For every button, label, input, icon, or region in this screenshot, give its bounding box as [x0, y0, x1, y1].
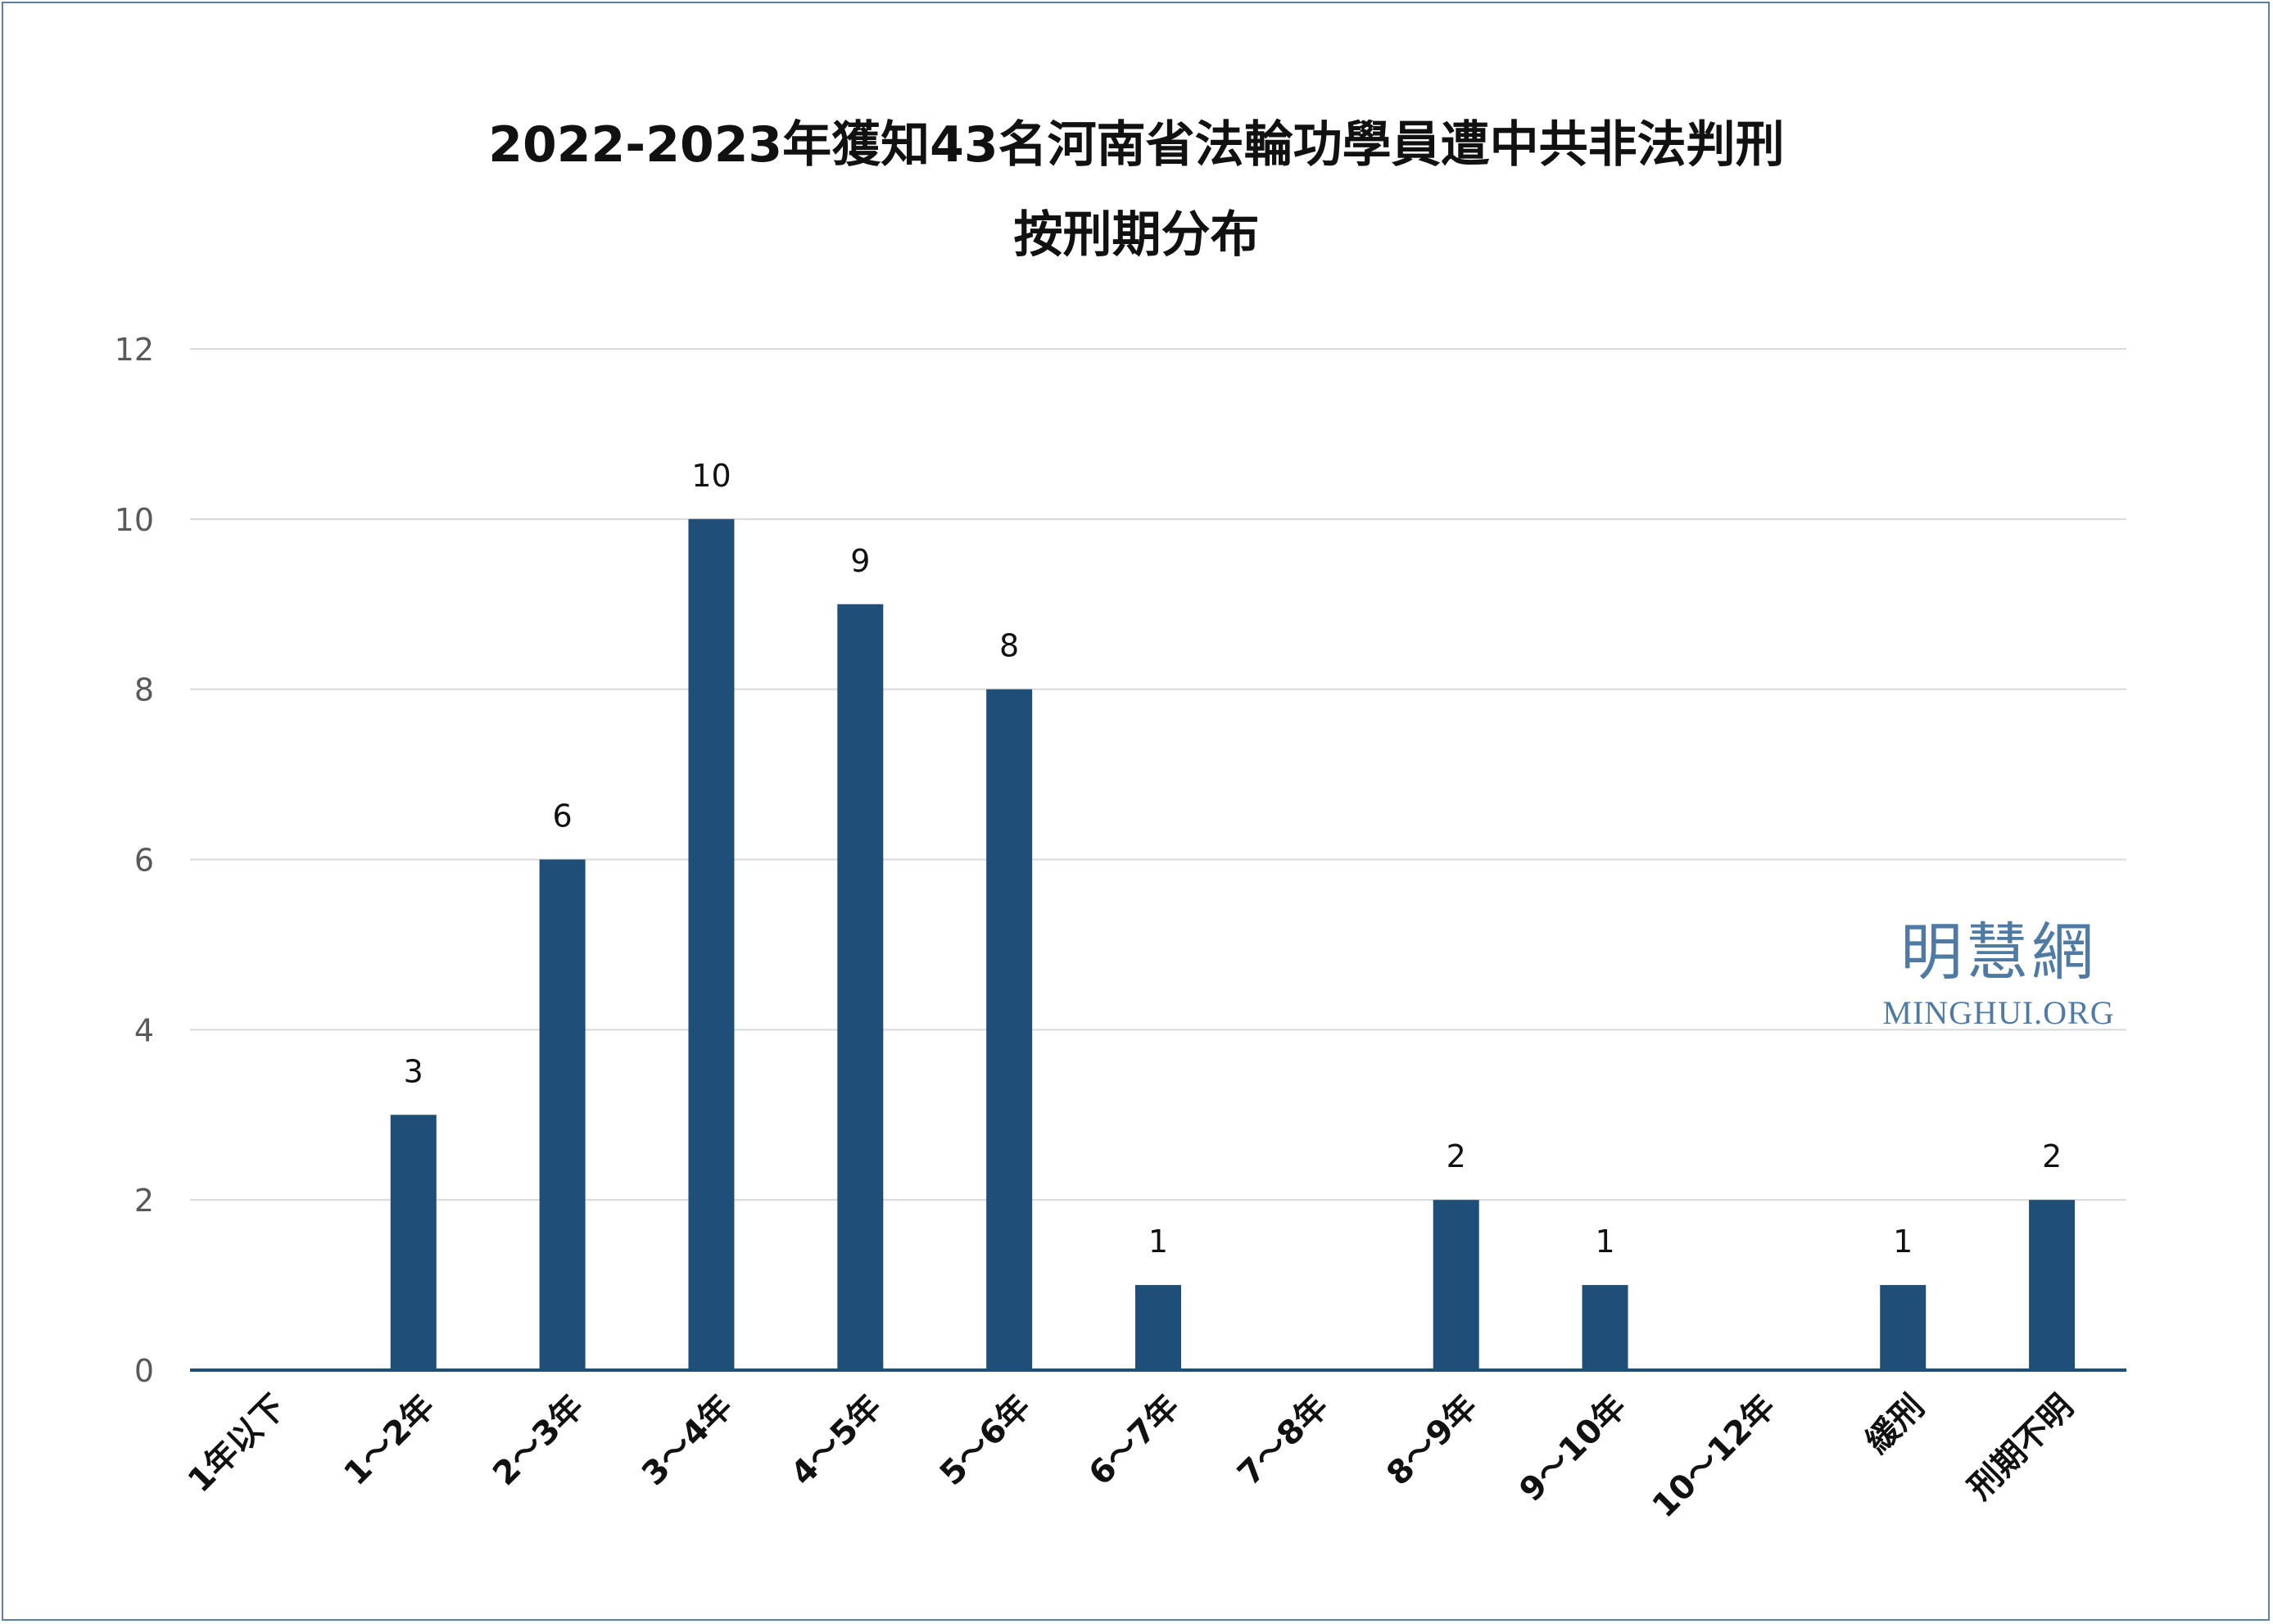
y-tick-label: 2 — [134, 1183, 154, 1219]
bar — [1433, 1200, 1479, 1370]
y-tick-label: 4 — [134, 1012, 154, 1048]
x-tick-label: 刑期不明 — [1961, 1388, 2081, 1508]
watermark-chinese: 明慧網 — [1900, 916, 2097, 988]
x-tick-label: 1年以下 — [181, 1388, 293, 1500]
x-tick-label: 7～8年 — [1230, 1388, 1335, 1493]
x-tick-label: 5～6年 — [933, 1388, 1038, 1493]
chart-subtitle: 按刑期分布 — [1013, 206, 1260, 264]
x-tick-label: 2～3年 — [486, 1388, 591, 1493]
data-label: 1 — [1893, 1224, 1913, 1260]
bar — [1135, 1285, 1181, 1370]
data-label: 9 — [850, 543, 870, 579]
minghui-watermark: 明慧網 MINGHUI.ORG — [1868, 921, 2130, 1032]
y-tick-label: 0 — [134, 1353, 154, 1389]
bar — [390, 1115, 437, 1370]
data-label: 3 — [404, 1053, 423, 1089]
data-label: 1 — [1595, 1224, 1614, 1260]
x-tick-label: 10～12年 — [1646, 1388, 1783, 1526]
data-label: 8 — [999, 628, 1019, 664]
x-tick-label: 1～2年 — [337, 1388, 441, 1493]
watermark-english: MINGHUI.ORG — [1882, 994, 2115, 1031]
bar — [539, 859, 586, 1370]
bar — [688, 518, 735, 1371]
data-label: 2 — [1447, 1138, 1466, 1174]
bar — [1880, 1285, 1927, 1370]
data-label: 6 — [553, 798, 573, 835]
bar — [1582, 1285, 1628, 1370]
data-label: 2 — [2042, 1138, 2062, 1174]
y-tick-label: 12 — [115, 332, 154, 368]
y-tick-label: 6 — [134, 843, 154, 879]
x-tick-label: 3～4年 — [635, 1388, 740, 1493]
x-tick-label: 9～10年 — [1512, 1388, 1633, 1509]
data-label: 1 — [1148, 1224, 1168, 1260]
y-tick-label: 8 — [134, 672, 154, 708]
bar — [837, 604, 884, 1370]
data-label: 10 — [691, 458, 731, 494]
x-tick-label: 6～7年 — [1082, 1388, 1187, 1493]
bar — [2029, 1200, 2076, 1370]
y-tick-label: 10 — [115, 502, 154, 538]
x-tick-label: 緩刑 — [1859, 1388, 1931, 1461]
chart-title: 2022-2023年獲知43名河南省法輪功學員遭中共非法判刑 — [488, 116, 1785, 174]
bar — [986, 689, 1033, 1370]
x-tick-label: 8～9年 — [1379, 1388, 1484, 1493]
x-tick-label: 4～5年 — [784, 1388, 889, 1493]
